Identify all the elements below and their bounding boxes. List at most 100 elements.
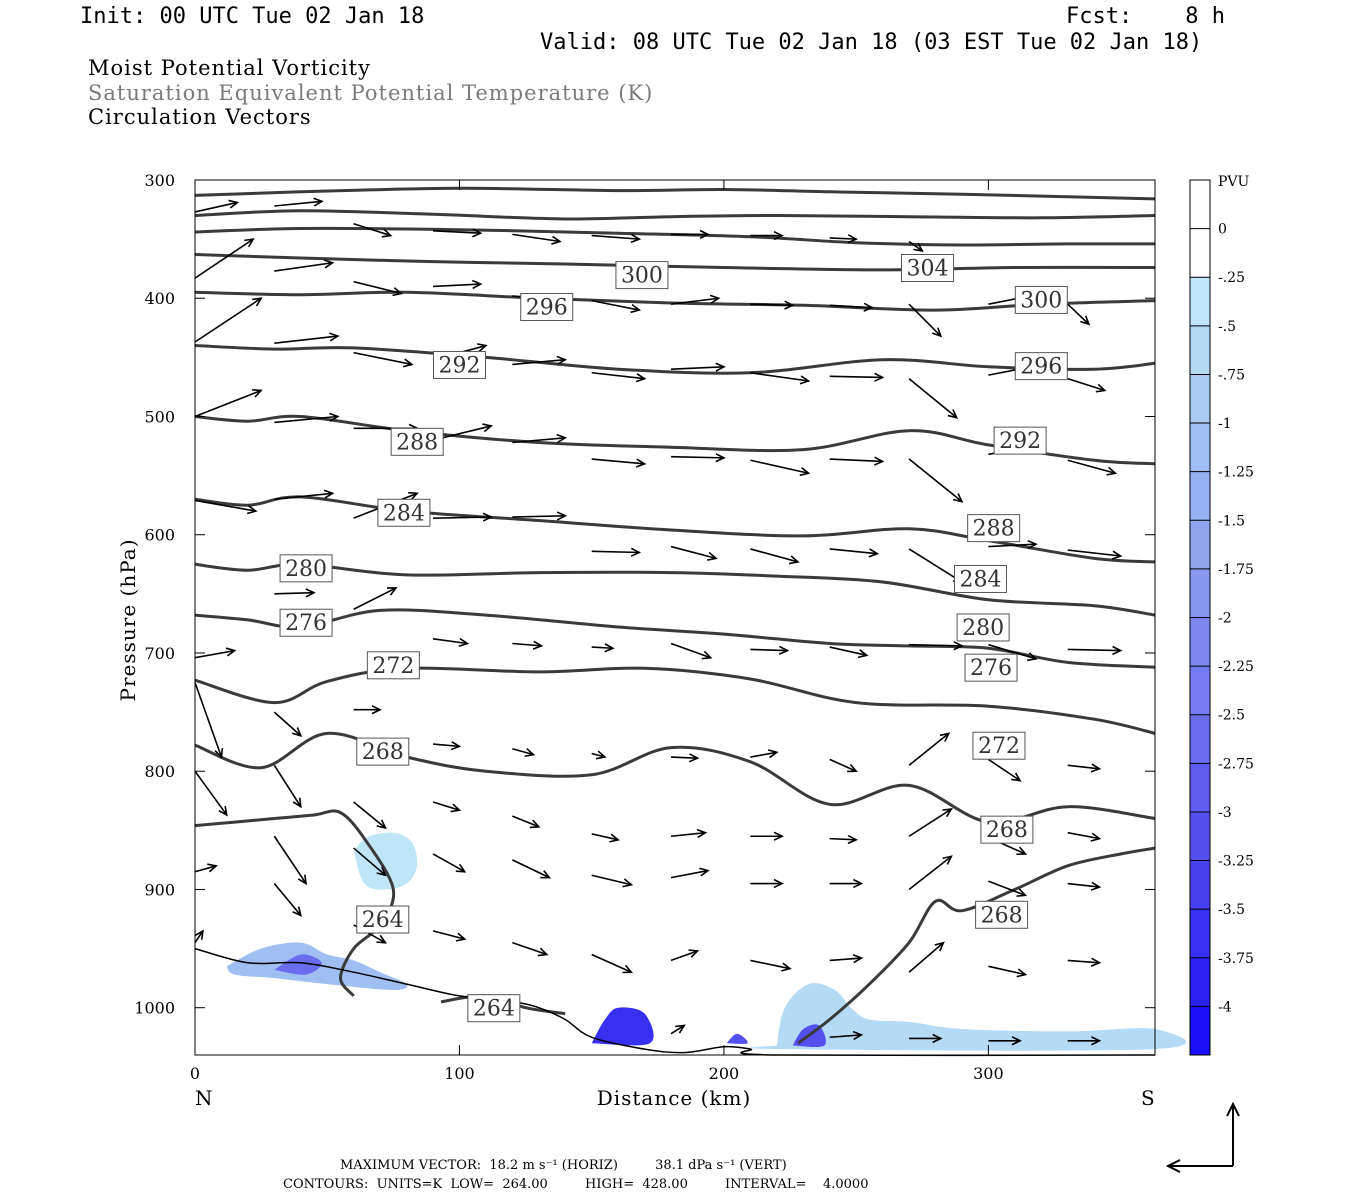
max-vector-info: MAXIMUM VECTOR: 18.2 m s⁻¹ (HORIZ) 38.1 … bbox=[340, 1158, 787, 1173]
y-tick-label: 300 bbox=[144, 171, 175, 190]
vector-head bbox=[1026, 652, 1038, 662]
circulation-vector bbox=[432, 930, 467, 942]
contour-line-308 bbox=[194, 186, 1156, 201]
vector-shaft bbox=[432, 853, 466, 873]
colorbar-label: -4 bbox=[1218, 999, 1232, 1015]
vector-head bbox=[604, 643, 615, 653]
contour-label-box bbox=[432, 350, 486, 379]
vector-head bbox=[788, 555, 800, 565]
contour-label-text: 284 bbox=[383, 501, 425, 526]
vector-head bbox=[847, 234, 858, 244]
contour-label: 268 bbox=[980, 815, 1034, 844]
vector-shaft bbox=[432, 801, 460, 811]
vector-shaft bbox=[591, 371, 645, 380]
vector-head bbox=[1111, 550, 1123, 560]
vector-head bbox=[540, 870, 552, 879]
vector-head bbox=[675, 1024, 686, 1034]
circulation-vector bbox=[194, 297, 263, 343]
vector-shaft bbox=[591, 550, 640, 554]
vector-head bbox=[455, 863, 467, 873]
vector-head bbox=[551, 235, 562, 245]
pv-shading bbox=[226, 832, 1187, 1051]
vector-shaft bbox=[512, 358, 566, 366]
circulation-vector bbox=[1067, 831, 1102, 842]
contour-label-text: 288 bbox=[396, 430, 438, 455]
vector-shaft bbox=[1067, 459, 1116, 475]
vector-head bbox=[313, 197, 324, 207]
vector-shaft bbox=[433, 516, 492, 519]
north-label: N bbox=[195, 1086, 213, 1110]
circulation-vector bbox=[273, 883, 302, 917]
colorbar-segment bbox=[1190, 811, 1210, 861]
contour-label: 300 bbox=[1014, 285, 1068, 314]
vector-shaft bbox=[353, 587, 397, 610]
vector-shaft bbox=[353, 280, 402, 295]
vector-head bbox=[1027, 539, 1038, 550]
vector-head bbox=[932, 1033, 943, 1044]
vector-shaft bbox=[829, 304, 873, 309]
contour-line-296 bbox=[194, 290, 1156, 312]
circulation-vector bbox=[829, 834, 858, 845]
circulation-vector bbox=[987, 758, 1022, 782]
vector-head bbox=[297, 874, 308, 886]
contour-label-text: 284 bbox=[959, 567, 1001, 592]
contour-label: 276 bbox=[964, 653, 1018, 682]
circulation-vector bbox=[591, 874, 634, 888]
circulation-vectors bbox=[194, 197, 1123, 1046]
south-label: S bbox=[1141, 1086, 1155, 1110]
vector-head bbox=[1090, 881, 1102, 891]
vector-head bbox=[696, 828, 708, 839]
vector-shaft bbox=[908, 732, 950, 766]
pv-region bbox=[274, 954, 322, 975]
vector-head bbox=[1095, 383, 1107, 393]
colorbar-segment bbox=[1190, 180, 1210, 229]
circulation-vector bbox=[432, 801, 462, 813]
vector-shaft bbox=[432, 743, 460, 748]
colorbar-segment bbox=[1190, 520, 1210, 569]
contour-line-280 bbox=[194, 562, 1156, 617]
vector-shaft bbox=[988, 965, 1026, 976]
contour-label-text: 300 bbox=[1020, 288, 1062, 313]
vector-head bbox=[291, 727, 303, 737]
circulation-vector bbox=[591, 750, 607, 760]
colorbar-segment bbox=[1190, 617, 1210, 667]
circulation-vector bbox=[988, 643, 1038, 662]
vector-head bbox=[699, 867, 710, 877]
vector-head bbox=[472, 279, 483, 290]
vector-shaft bbox=[274, 492, 333, 501]
vector-shaft bbox=[194, 389, 262, 418]
circulation-vector bbox=[274, 259, 335, 272]
contour-label: 288 bbox=[967, 514, 1021, 543]
circulation-vector bbox=[670, 949, 700, 962]
circulation-vector bbox=[908, 808, 953, 837]
circulation-vector bbox=[908, 458, 964, 503]
circulation-vector bbox=[750, 645, 790, 655]
vector-shaft bbox=[987, 758, 1021, 782]
pv-region bbox=[353, 832, 418, 890]
vector-head bbox=[715, 362, 726, 372]
field-title-mpv: Moist Potential Vorticity bbox=[88, 56, 371, 80]
contour-label-box bbox=[972, 731, 1026, 760]
contour-label-text: 264 bbox=[362, 908, 404, 933]
contour-label-text: 268 bbox=[362, 740, 404, 765]
contour-label-box bbox=[467, 994, 521, 1023]
colorbar-label: -3.5 bbox=[1218, 902, 1245, 918]
vector-head bbox=[947, 409, 959, 419]
circulation-vector bbox=[829, 456, 885, 466]
vector-head bbox=[622, 964, 634, 974]
vector-head bbox=[781, 962, 792, 972]
colorbar-label: -1.5 bbox=[1218, 513, 1245, 529]
contour-label-box bbox=[377, 498, 431, 527]
vector-shaft bbox=[432, 930, 465, 940]
vector-shaft bbox=[829, 837, 857, 841]
colorbar-segment bbox=[1190, 1006, 1210, 1055]
vector-head bbox=[252, 388, 263, 398]
vector-shaft bbox=[670, 869, 709, 879]
vector-shaft bbox=[432, 637, 468, 645]
circulation-vector bbox=[829, 302, 874, 312]
vector-head bbox=[630, 304, 642, 314]
vector-head bbox=[701, 650, 713, 660]
circulation-vector bbox=[512, 233, 562, 245]
vector-head bbox=[376, 866, 387, 877]
vector-head bbox=[635, 373, 647, 383]
